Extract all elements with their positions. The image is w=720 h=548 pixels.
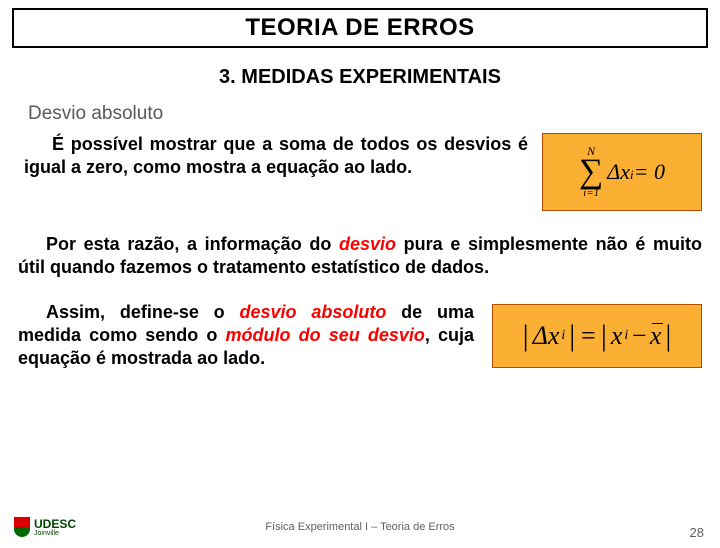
- para3-em-1: desvio absoluto: [240, 302, 387, 322]
- delta-x: Δx: [607, 159, 630, 185]
- abs-equals: =: [579, 321, 597, 351]
- logo: UDESC Joinville: [14, 517, 76, 537]
- page-number: 28: [690, 525, 704, 540]
- row-paragraph-3: Assim, define-se o desvio absoluto de um…: [0, 301, 720, 370]
- row-paragraph-1: É possível mostrar que a soma de todos o…: [0, 133, 720, 211]
- para2-emphasis: desvio: [339, 234, 396, 254]
- para3-a: Assim, define-se o: [46, 302, 240, 322]
- logo-subtext: Joinville: [34, 530, 76, 537]
- abs-rhs-sub: i: [624, 328, 628, 344]
- paragraph-3: Assim, define-se o desvio absoluto de um…: [18, 301, 474, 370]
- paragraph-2: Por esta razão, a informação do desvio p…: [18, 233, 702, 279]
- section-label: Desvio absoluto: [28, 103, 720, 125]
- sigma-symbol: ∑: [579, 157, 603, 188]
- equals-zero: = 0: [634, 159, 665, 185]
- para2-pre: Por esta razão, a informação do: [46, 234, 339, 254]
- equation-sum-box: N ∑ i=1 Δxi = 0: [542, 133, 702, 211]
- abs-bar-l1: |: [521, 319, 531, 353]
- abs-minus: −: [630, 321, 648, 351]
- para3-em-2: módulo do seu desvio: [225, 325, 424, 345]
- abs-bar-l2: |: [599, 319, 609, 353]
- paragraph-1: É possível mostrar que a soma de todos o…: [24, 133, 528, 179]
- abs-bar-r2: |: [663, 319, 673, 353]
- abs-delta-x: Δx: [533, 321, 560, 351]
- abs-xbar: x: [650, 321, 662, 351]
- subtitle: 3. MEDIDAS EXPERIMENTAIS: [0, 66, 720, 89]
- logo-shield-icon: [14, 517, 30, 537]
- logo-name: UDESC: [34, 517, 76, 531]
- footer-caption: Física Experimental I – Teoria de Erros: [265, 521, 454, 533]
- logo-text: UDESC Joinville: [34, 518, 76, 537]
- abs-bar-r1: |: [567, 319, 577, 353]
- title-bar: TEORIA DE ERROS: [12, 8, 708, 48]
- footer: UDESC Joinville Física Experimental I – …: [0, 512, 720, 542]
- sigma-operator: N ∑ i=1: [579, 145, 603, 199]
- page-title: TEORIA DE ERROS: [14, 14, 706, 42]
- sum-body: Δxi = 0: [607, 159, 665, 185]
- sum-lower-limit: i=1: [583, 188, 599, 199]
- equation-abs: |Δxi| = |xi − x|: [521, 319, 674, 353]
- equation-abs-box: |Δxi| = |xi − x|: [492, 304, 702, 368]
- equation-sum: N ∑ i=1 Δxi = 0: [579, 145, 665, 199]
- abs-rhs-x: x: [611, 321, 623, 351]
- abs-lhs-sub: i: [561, 328, 565, 344]
